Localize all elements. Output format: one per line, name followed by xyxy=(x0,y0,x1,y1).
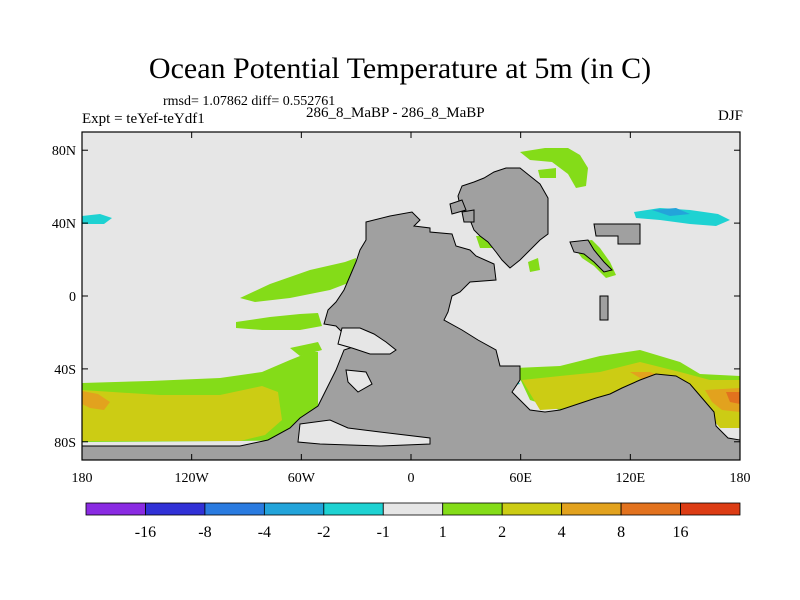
colorbar-label: 1 xyxy=(439,524,447,541)
colorbar-swatch xyxy=(204,502,265,516)
land-island xyxy=(599,295,609,321)
colorbar-swatch xyxy=(561,502,622,516)
colorbar-swatch xyxy=(501,502,563,516)
colorbar-label: -16 xyxy=(135,524,156,541)
x-tick-label: 60E xyxy=(509,471,532,486)
x-tick-label: 180 xyxy=(72,471,93,486)
land-gulf xyxy=(345,369,373,393)
anomaly-patch xyxy=(652,208,690,216)
y-tick-label: 80S xyxy=(54,436,76,451)
land-gulf xyxy=(297,419,431,447)
anomaly-patch xyxy=(82,386,282,441)
land-east-asia xyxy=(593,223,641,245)
colorbar-label: -8 xyxy=(198,524,211,541)
x-tick-label: 180 xyxy=(730,471,751,486)
colorbar-label: 16 xyxy=(673,524,689,541)
y-tick-label: 40N xyxy=(52,217,76,232)
colorbar-swatch xyxy=(323,502,384,516)
colorbar-swatch xyxy=(145,502,206,516)
runs-label: 286_8_MaBP - 286_8_MaBP xyxy=(306,105,485,121)
land-island xyxy=(449,199,467,215)
anomaly-patch xyxy=(290,342,322,356)
land-island xyxy=(461,209,475,223)
colorbar-swatch xyxy=(382,502,444,516)
colorbar-swatch xyxy=(263,502,325,516)
land-mask xyxy=(81,167,741,461)
colorbar-swatch xyxy=(620,502,681,516)
x-tick-label: 120W xyxy=(175,471,210,486)
x-tick-label: 60W xyxy=(288,471,316,486)
stats-label: rmsd= 1.07862 diff= 0.552761 xyxy=(163,94,336,109)
anomaly-patch xyxy=(240,258,356,302)
colorbar-label: 2 xyxy=(498,524,506,541)
x-tick-label: 120E xyxy=(616,471,646,486)
colorbar-swatch xyxy=(680,502,741,516)
anomaly-patch xyxy=(82,214,112,224)
x-tick-label: 0 xyxy=(408,471,415,486)
axes: 180 120W 60W 0 60E 120E 180 80N 40N 0 40S 80S xyxy=(52,132,751,486)
season-label: DJF xyxy=(717,108,743,124)
y-tick-label: 0 xyxy=(69,290,76,305)
anomaly-patch xyxy=(528,258,540,272)
anomaly-patch xyxy=(726,392,740,404)
anomaly-patch xyxy=(236,313,322,330)
colorbar-swatch xyxy=(85,502,146,516)
colorbar: -16 -8 -4 -2 -1 1 2 4 8 16 xyxy=(85,502,741,541)
colorbar-label: -2 xyxy=(317,524,330,541)
land-gulf xyxy=(337,327,397,355)
anomaly-patch xyxy=(520,148,588,188)
y-tick-label: 80N xyxy=(52,144,76,159)
land-east-asia-2 xyxy=(569,239,613,273)
colorbar-label: -1 xyxy=(377,524,390,541)
chart-title: Ocean Potential Temperature at 5m (in C) xyxy=(148,52,652,85)
y-tick-label: 40S xyxy=(54,363,76,378)
experiment-label: Expt = teYef-teYdf1 xyxy=(82,111,205,127)
colorbar-label: 8 xyxy=(617,524,625,541)
colorbar-swatch xyxy=(442,502,503,516)
anomaly-patch xyxy=(538,168,556,178)
colorbar-label: 4 xyxy=(558,524,566,541)
anomaly-patch xyxy=(634,208,730,226)
anomaly-patch xyxy=(82,391,110,410)
colorbar-label: -4 xyxy=(258,524,271,541)
